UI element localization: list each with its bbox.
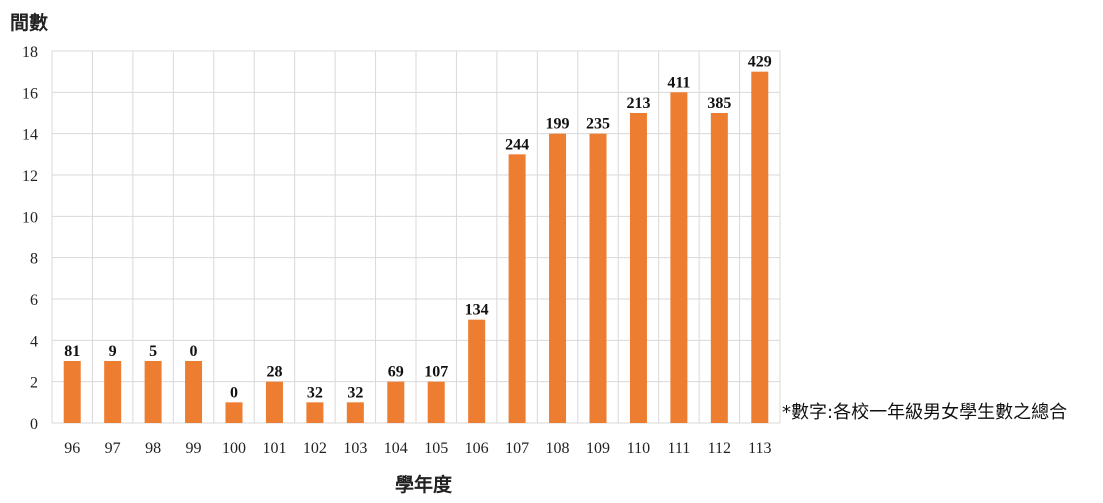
bar: [104, 361, 122, 423]
y-tick-label: 12: [22, 168, 38, 185]
data-label: 69: [388, 364, 404, 381]
bar: [63, 361, 81, 423]
bar: [549, 133, 567, 423]
data-label: 107: [424, 364, 448, 381]
data-label: 213: [626, 95, 650, 112]
x-tick-label: 108: [546, 440, 570, 457]
x-tick-label: 101: [262, 440, 286, 457]
y-axis-title: 間數: [10, 12, 49, 34]
data-label: 385: [707, 95, 731, 112]
data-label: 0: [190, 343, 198, 360]
x-tick-label: 107: [505, 440, 529, 457]
x-tick-label: 103: [343, 440, 367, 457]
y-tick-label: 16: [22, 85, 38, 102]
bar: [185, 361, 203, 423]
x-tick-label: 98: [145, 440, 161, 457]
data-label: 134: [465, 302, 489, 319]
x-tick-label: 111: [667, 440, 690, 457]
y-tick-label: 18: [22, 44, 38, 61]
bar: [468, 319, 486, 423]
y-tick-label: 10: [22, 209, 38, 226]
x-tick-label: 113: [748, 440, 771, 457]
bar: [346, 402, 364, 423]
y-tick-label: 8: [30, 251, 38, 268]
data-label: 5: [149, 343, 157, 360]
y-tick-label: 2: [30, 375, 38, 392]
x-tick-label: 102: [303, 440, 327, 457]
bar: [225, 402, 243, 423]
x-tick-label: 105: [424, 440, 448, 457]
data-label: 429: [748, 54, 772, 71]
chart-x-ticks: 96 97 98 99 100 101 102 103 104 105 106 107 108 109 11…: [64, 440, 771, 457]
data-label: 28: [266, 364, 282, 381]
x-tick-label: 96: [64, 440, 80, 457]
y-tick-label: 0: [30, 416, 38, 433]
x-tick-label: 106: [465, 440, 489, 457]
data-label: 0: [230, 384, 238, 401]
data-label: 244: [505, 136, 529, 153]
data-label: 411: [667, 74, 690, 91]
bar: [589, 133, 607, 423]
x-tick-label: 112: [708, 440, 731, 457]
chart-data-labels: 81 9 5 0 0 28 32 32 69 107 134 244 199 235 213 411 385 42…: [64, 54, 772, 402]
x-axis-title: 學年度: [395, 474, 453, 496]
chart-grid: [51, 50, 781, 424]
bar: [265, 381, 283, 423]
bar: [508, 154, 526, 424]
data-label: 81: [64, 343, 80, 360]
x-tick-label: 97: [105, 440, 121, 457]
x-tick-label: 109: [586, 440, 610, 457]
bar: [427, 381, 445, 423]
y-tick-label: 14: [22, 127, 38, 144]
chart-y-ticks: 0 2 4 6 8 10 12 14 16 18: [22, 44, 38, 433]
bar: [387, 381, 405, 423]
bar: [144, 361, 162, 423]
chart-bars: [63, 71, 769, 424]
bar: [306, 402, 324, 423]
data-label: 32: [347, 384, 363, 401]
data-label: 235: [586, 116, 610, 133]
x-tick-label: 110: [627, 440, 650, 457]
bar: [670, 92, 688, 423]
bar: [751, 71, 769, 424]
x-tick-label: 100: [222, 440, 246, 457]
bar: [629, 113, 647, 423]
data-label: 9: [109, 343, 117, 360]
x-tick-label: 104: [384, 440, 408, 457]
data-label: 32: [307, 384, 323, 401]
x-tick-label: 99: [186, 440, 202, 457]
y-tick-label: 6: [30, 292, 38, 309]
chart-note: *數字:各校一年級男女學生數之總合: [782, 402, 1068, 423]
data-label: 199: [546, 116, 570, 133]
y-tick-label: 4: [30, 333, 38, 350]
bar: [710, 113, 728, 423]
